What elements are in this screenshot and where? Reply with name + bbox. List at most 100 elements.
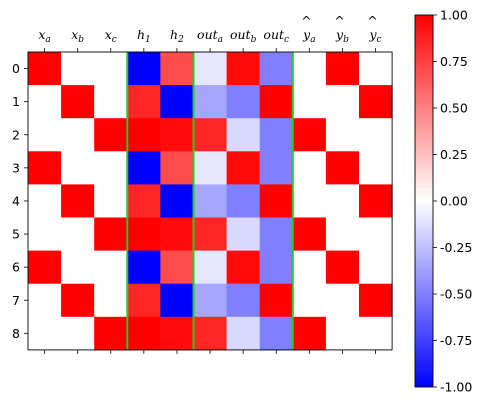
heatmap-cell — [28, 151, 62, 185]
heatmap-cell — [61, 217, 95, 252]
column-label: xc — [105, 27, 117, 45]
heatmap-cell — [292, 283, 327, 318]
colorbar: 1.00 0.75 0.50 0.25 0.00 -0.25 -0.50 -0.75 -1.00 — [414, 8, 472, 395]
heatmap-cell — [127, 85, 161, 119]
heatmap-cell — [61, 283, 95, 318]
heatmap-cell — [193, 316, 228, 351]
row-label: 2 — [12, 127, 20, 142]
heatmap-cell — [193, 250, 228, 285]
heatmap-cell — [292, 250, 327, 285]
heatmap-cell — [160, 316, 194, 351]
heatmap-cell — [127, 283, 161, 318]
heatmap-cell — [61, 316, 95, 351]
hat-accent: ^ — [334, 13, 344, 28]
heatmap-cell — [94, 250, 128, 285]
column-label: ya — [302, 27, 315, 45]
heatmap-cell — [94, 85, 128, 119]
column-tick-labels: xa xb xc h1 h2 outa outb outc ya^yb^yc^ — [38, 13, 382, 354]
heatmap-cell — [28, 283, 62, 318]
heatmap-cell — [226, 85, 261, 119]
heatmap-cell — [28, 184, 62, 218]
heatmap-cell — [28, 118, 62, 152]
row-label: 0 — [12, 61, 20, 76]
heatmap-cells — [28, 52, 393, 351]
heatmap-cell — [94, 217, 128, 252]
heatmap-cell — [292, 184, 327, 218]
heatmap-cell — [359, 250, 393, 285]
heatmap-cell — [325, 184, 360, 218]
row-label: 1 — [12, 94, 20, 109]
heatmap-cell — [28, 250, 62, 285]
colorbar-tick-label: 0.50 — [440, 101, 468, 116]
heatmap-cell — [259, 283, 294, 318]
heatmap-cell — [292, 217, 327, 252]
heatmap-cell — [94, 52, 128, 86]
heatmap-cell — [61, 85, 95, 119]
heatmap-cell — [259, 316, 294, 351]
heatmap-cell — [292, 118, 327, 152]
colorbar-tick-label: -0.50 — [440, 287, 472, 302]
heatmap-cell — [359, 283, 393, 318]
row-label: 5 — [12, 227, 20, 242]
heatmap-cell — [94, 316, 128, 351]
heatmap-cell — [160, 118, 194, 152]
heatmap-cell — [61, 151, 95, 185]
heatmap-cell — [160, 283, 194, 318]
colorbar-tick-label: -0.25 — [440, 240, 472, 255]
hat-accent: ^ — [367, 13, 377, 28]
heatmap-cell — [160, 52, 194, 86]
heatmap-cell — [94, 184, 128, 218]
heatmap-cell — [94, 283, 128, 318]
heatmap-cell — [160, 151, 194, 185]
heatmap-cell — [193, 184, 228, 218]
heatmap-cell — [292, 85, 327, 119]
heatmap-cell — [359, 52, 393, 86]
heatmap-cell — [127, 151, 161, 185]
heatmap-cell — [61, 250, 95, 285]
heatmap-cell — [359, 118, 393, 152]
heatmap-cell — [160, 217, 194, 252]
heatmap-cell — [292, 316, 327, 351]
heatmap-cell — [226, 250, 261, 285]
heatmap-cell — [259, 118, 294, 152]
colorbar-tick-label: 0.00 — [440, 194, 468, 209]
heatmap-cell — [226, 217, 261, 252]
column-label: outb — [230, 27, 257, 45]
heatmap-cell — [259, 151, 294, 185]
row-label: 6 — [12, 260, 20, 275]
heatmap-cell — [292, 151, 327, 185]
row-tick-labels: 0 1 2 3 4 5 6 7 8 — [12, 61, 28, 341]
heatmap-cell — [127, 316, 161, 351]
heatmap-cell — [359, 85, 393, 119]
row-label: 3 — [12, 160, 20, 175]
heatmap-cell — [259, 85, 294, 119]
heatmap-cell — [28, 316, 62, 351]
colorbar-gradient — [415, 15, 433, 387]
heatmap-cell — [28, 52, 62, 86]
colorbar-tick-label: 1.00 — [440, 8, 468, 23]
column-label: outc — [263, 27, 289, 45]
heatmap-cell — [359, 217, 393, 252]
heatmap-cell — [359, 316, 393, 351]
heatmap-cell — [226, 52, 261, 86]
column-label: xb — [71, 27, 84, 45]
heatmap-cell — [259, 184, 294, 218]
heatmap-cell — [127, 52, 161, 86]
heatmap-cell — [61, 52, 95, 86]
heatmap-cell — [28, 217, 62, 252]
heatmap-cell — [193, 151, 228, 185]
heatmap-cell — [193, 118, 228, 152]
colorbar-tick-label: 0.25 — [440, 147, 468, 162]
colorbar-tick-label: 0.75 — [440, 54, 468, 69]
heatmap-cell — [325, 52, 360, 86]
heatmap-cell — [325, 217, 360, 252]
column-label: yb — [335, 27, 349, 45]
colorbar-tick-label: -1.00 — [440, 380, 472, 395]
column-label: yc — [368, 27, 381, 45]
heatmap-cell — [292, 52, 327, 86]
heatmap-cell — [226, 283, 261, 318]
heatmap-cell — [127, 118, 161, 152]
heatmap-cell — [61, 118, 95, 152]
heatmap-cell — [160, 184, 194, 218]
